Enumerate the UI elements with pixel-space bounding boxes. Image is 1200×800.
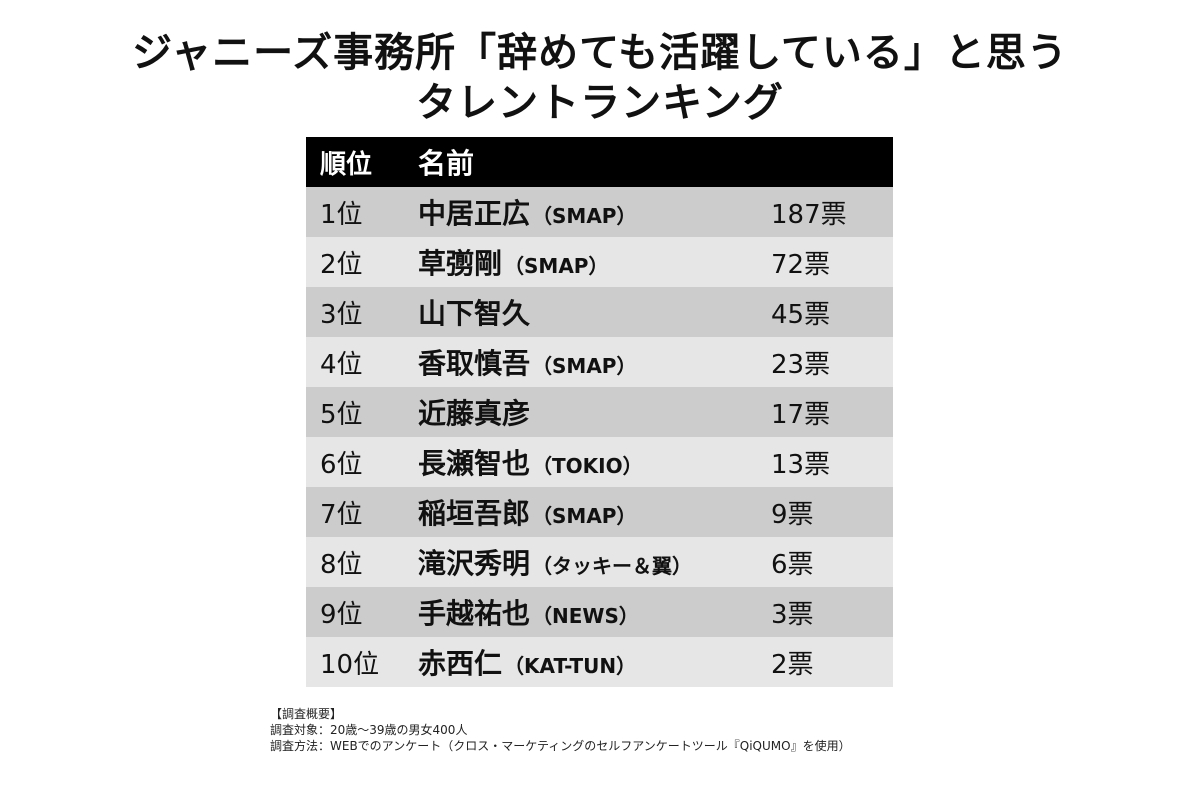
rank-cell: 2位 — [320, 249, 363, 280]
group-label: （SMAP） — [532, 204, 637, 228]
rank-cell: 9位 — [320, 599, 363, 630]
name-cell: 中居正広 （SMAP） — [418, 192, 771, 232]
rank-cell: 1位 — [320, 199, 363, 230]
table-header: 順位 名前 — [306, 137, 893, 187]
talent-name: 山下智久 — [418, 297, 531, 330]
name-cell: 滝沢秀明 （タッキー＆翼） — [418, 542, 771, 582]
talent-name: 中居正広 — [418, 197, 531, 230]
ranking-table: 順位 名前 1位 中居正広 （SMAP） 187票 2位 草彅剛 （SMAP） 72票 3位 山下… — [306, 137, 893, 687]
table-row: 6位 長瀬智也 （TOKIO） 13票 — [306, 437, 893, 487]
notes-method: 調査方法：WEBでのアンケート（クロス・マーケティングのセルフアンケートツール『… — [270, 739, 851, 753]
table-row: 8位 滝沢秀明 （タッキー＆翼） 6票 — [306, 537, 893, 587]
table-row: 7位 稲垣吾郎 （SMAP） 9票 — [306, 487, 893, 537]
votes-cell: 23票 — [771, 349, 831, 380]
notes-heading: 【調査概要】 — [270, 707, 343, 721]
name-cell: 長瀬智也 （TOKIO） — [418, 442, 771, 482]
name-cell: 稲垣吾郎 （SMAP） — [418, 492, 771, 532]
votes-cell: 13票 — [771, 449, 831, 480]
name-cell: 草彅剛 （SMAP） — [418, 242, 771, 282]
rank-cell: 10位 — [320, 649, 380, 680]
rank-cell: 3位 — [320, 299, 363, 330]
group-label: （SMAP） — [504, 254, 609, 278]
header-name: 名前 — [418, 147, 475, 180]
votes-cell: 17票 — [771, 399, 831, 430]
table-body: 1位 中居正広 （SMAP） 187票 2位 草彅剛 （SMAP） 72票 3位 山下智久 45票 4… — [306, 187, 893, 687]
talent-name: 稲垣吾郎 — [418, 497, 531, 530]
votes-cell: 3票 — [771, 599, 814, 630]
table-row: 3位 山下智久 45票 — [306, 287, 893, 337]
talent-name: 香取慎吾 — [418, 347, 531, 380]
table-row: 1位 中居正広 （SMAP） 187票 — [306, 187, 893, 237]
table-row: 5位 近藤真彦 17票 — [306, 387, 893, 437]
rank-cell: 5位 — [320, 399, 363, 430]
talent-name: 赤西仁 — [418, 647, 503, 680]
votes-cell: 187票 — [771, 199, 847, 230]
group-label: （NEWS） — [532, 604, 639, 628]
notes-target: 調査対象：20歳～39歳の男女400人 — [270, 723, 468, 737]
group-label: （KAT-TUN） — [504, 654, 637, 678]
name-cell: 手越祐也 （NEWS） — [418, 592, 771, 632]
name-cell: 赤西仁 （KAT-TUN） — [418, 642, 771, 682]
group-label: （TOKIO） — [532, 454, 643, 478]
table-row: 10位 赤西仁 （KAT-TUN） 2票 — [306, 637, 893, 687]
talent-name: 滝沢秀明 — [418, 547, 531, 580]
group-label: （SMAP） — [532, 354, 637, 378]
votes-cell: 72票 — [771, 249, 831, 280]
group-label: （SMAP） — [532, 504, 637, 528]
talent-name: 草彅剛 — [418, 247, 503, 280]
chart-title: ジャニーズ事務所「辞めても活躍している」と思う タレントランキング — [0, 28, 1200, 128]
votes-cell: 45票 — [771, 299, 831, 330]
group-label: （タッキー＆翼） — [532, 554, 693, 578]
rank-cell: 8位 — [320, 549, 363, 580]
title-line-1: ジャニーズ事務所「辞めても活躍している」と思う — [132, 30, 1068, 76]
header-rank: 順位 — [320, 149, 373, 180]
name-cell: 山下智久 — [418, 292, 771, 332]
name-cell: 近藤真彦 — [418, 392, 771, 432]
name-cell: 香取慎吾 （SMAP） — [418, 342, 771, 382]
table-row: 9位 手越祐也 （NEWS） 3票 — [306, 587, 893, 637]
talent-name: 近藤真彦 — [418, 397, 531, 430]
rank-cell: 7位 — [320, 499, 363, 530]
talent-name: 手越祐也 — [418, 597, 531, 630]
talent-name: 長瀬智也 — [418, 447, 531, 480]
votes-cell: 2票 — [771, 649, 814, 680]
title-line-2: タレントランキング — [416, 80, 784, 126]
table-row: 4位 香取慎吾 （SMAP） 23票 — [306, 337, 893, 387]
rank-cell: 4位 — [320, 349, 363, 380]
votes-cell: 9票 — [771, 499, 814, 530]
votes-cell: 6票 — [771, 549, 814, 580]
table-row: 2位 草彅剛 （SMAP） 72票 — [306, 237, 893, 287]
survey-notes: 【調査概要】 調査対象：20歳～39歳の男女400人 調査方法：WEBでのアンケ… — [270, 706, 851, 754]
rank-cell: 6位 — [320, 449, 363, 480]
